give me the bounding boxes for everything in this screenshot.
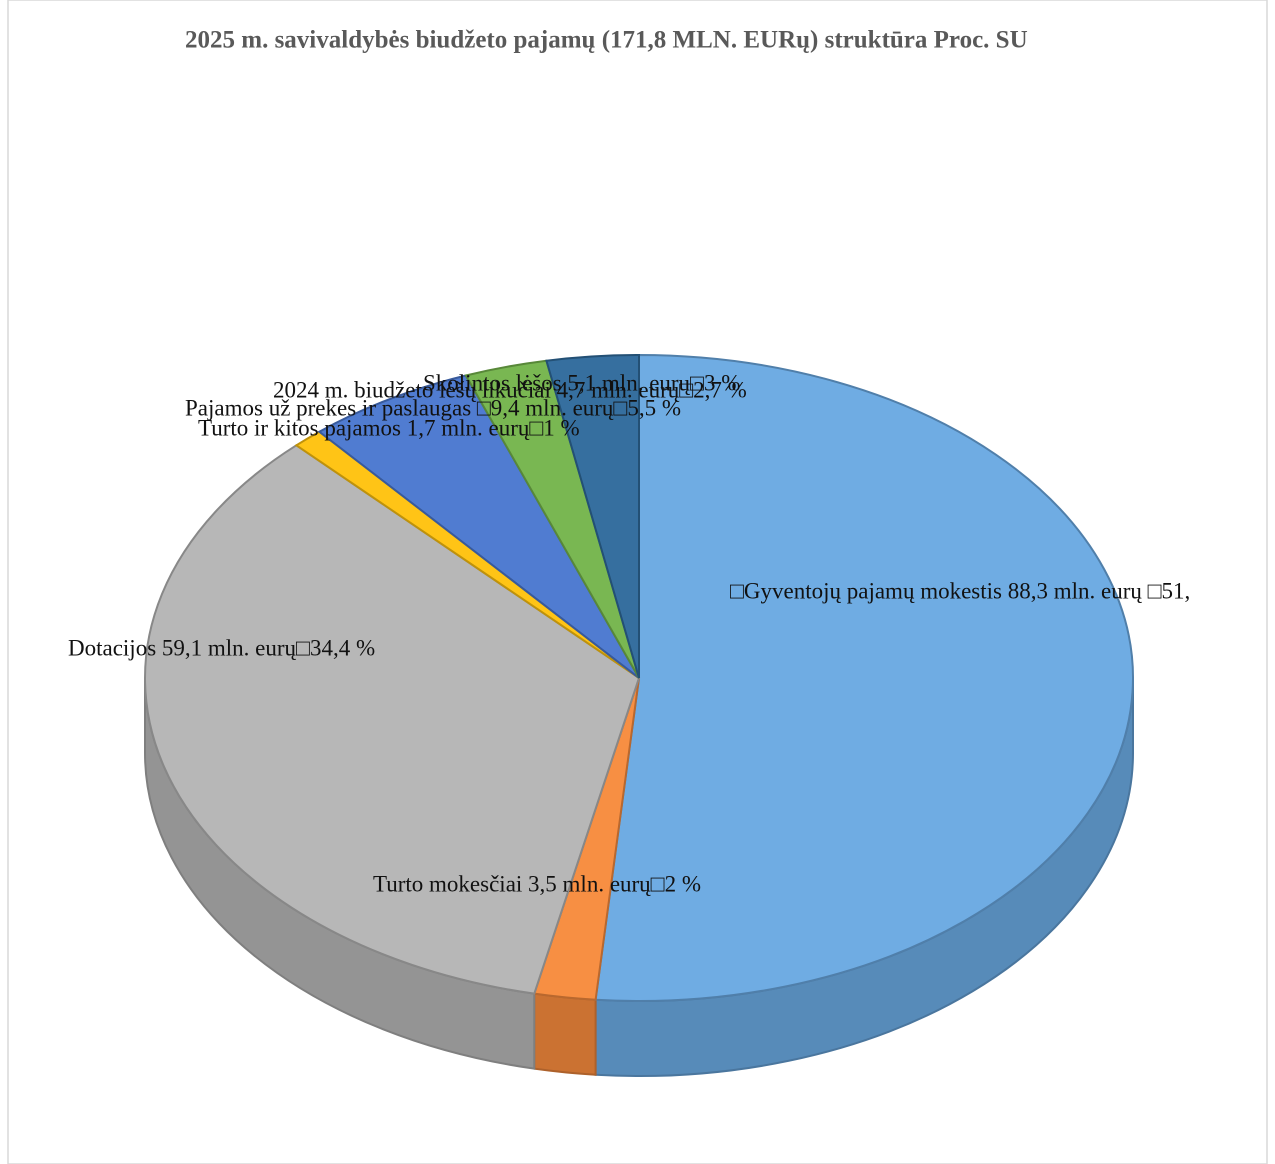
data-label: Turto ir kitos pajamos 1,7 mln. eurų□1 % [198, 415, 580, 440]
slice [545, 353, 640, 679]
data-label: Turto mokesčiai 3,5 mln. eurų□2 % [373, 871, 701, 896]
slice-side [533, 992, 597, 1076]
data-label: 2024 m. biudžeto lėšų likučiai 4,7 mln. … [273, 377, 747, 402]
chart-title: 2025 m. savivaldybės biudžeto pajamų (17… [185, 27, 1028, 54]
data-label: □Gyventojų pajamų mokestis 88,3 mln. eur… [730, 578, 1190, 603]
data-label: Skolintos lėšos 5,1 mln. eurų□3 % [423, 370, 740, 395]
slice [144, 444, 641, 995]
pie [144, 353, 1134, 1077]
data-label: Dotacijos 59,1 mln. eurų□34,4 % [68, 635, 375, 660]
slice [317, 374, 640, 679]
labels: □Gyventojų pajamų mokestis 88,3 mln. eur… [68, 370, 1190, 896]
slice [594, 353, 1134, 1002]
data-label: Pajamos už prekes ir paslaugas □9,4 mln.… [185, 395, 681, 420]
